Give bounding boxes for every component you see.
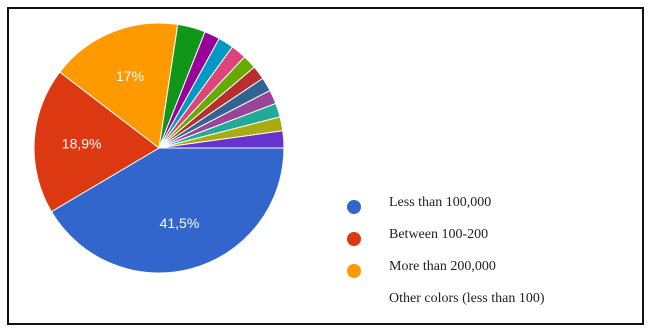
pie-slice (33, 71, 160, 213)
pie-slice (59, 22, 179, 149)
pie-chart: 41,5% 18,9% 17% (33, 22, 285, 274)
chart-frame: 41,5% 18,9% 17% Less than 100,000 Between … (7, 7, 644, 325)
slice-value-label: 18,9% (62, 135, 102, 151)
legend-label: Other colors (less than 100) (389, 291, 545, 306)
legend-label: More than 200,000 (389, 259, 496, 274)
pie-slice (50, 147, 285, 274)
legend-swatch (347, 264, 361, 278)
legend-label: Between 100-200 (389, 227, 489, 242)
legend-swatch (347, 200, 361, 214)
legend-label: Less than 100,000 (389, 195, 492, 210)
pie-slice (158, 130, 285, 149)
slice-value-label: 17% (116, 68, 144, 84)
legend-swatch (347, 232, 361, 246)
slice-value-label: 41,5% (160, 215, 200, 231)
